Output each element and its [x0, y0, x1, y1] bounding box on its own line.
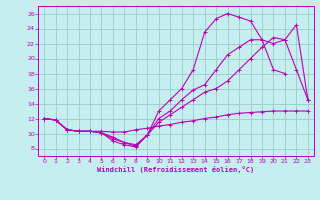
X-axis label: Windchill (Refroidissement éolien,°C): Windchill (Refroidissement éolien,°C) — [97, 166, 255, 173]
